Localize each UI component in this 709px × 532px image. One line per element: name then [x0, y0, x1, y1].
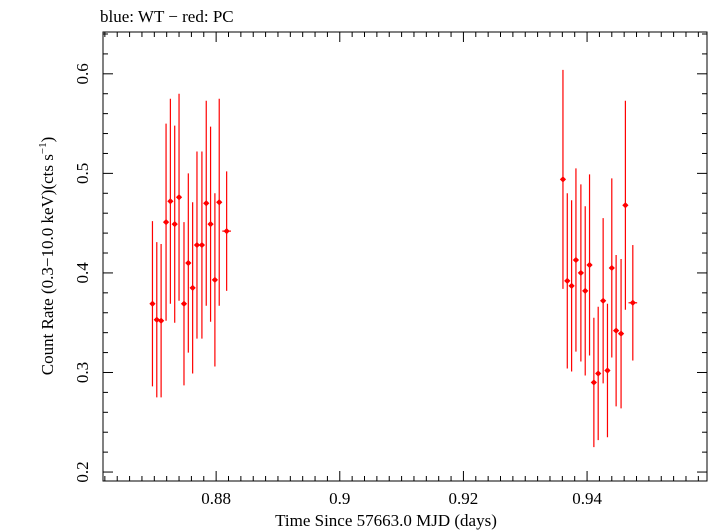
- data-point: [582, 206, 589, 376]
- data-point: [600, 218, 607, 384]
- point-marker: [604, 367, 611, 374]
- data-point: [622, 100, 629, 310]
- data-point: [211, 193, 219, 367]
- y-tick-label: 0.5: [73, 163, 92, 184]
- data-point: [158, 244, 165, 398]
- point-marker: [577, 269, 584, 277]
- point-marker: [622, 202, 629, 209]
- point-marker: [216, 199, 223, 206]
- data-point: [564, 193, 571, 369]
- point-marker: [149, 300, 156, 307]
- data-point: [595, 306, 602, 441]
- point-marker: [162, 219, 170, 226]
- data-point: [613, 255, 620, 407]
- point-marker: [158, 317, 165, 324]
- point-marker: [211, 276, 219, 284]
- data-point: [167, 98, 174, 304]
- point-marker: [564, 277, 571, 285]
- point-marker: [175, 194, 183, 201]
- point-marker: [586, 261, 593, 269]
- point-marker: [617, 330, 625, 337]
- y-tick-label: 0.4: [73, 262, 92, 284]
- point-marker: [203, 200, 210, 207]
- x-tick-label: 0.88: [201, 489, 231, 508]
- y-axis-label-close: ): [38, 137, 57, 143]
- x-axis-tick-labels: 0.88 0.9 0.92 0.94: [201, 489, 602, 508]
- point-marker: [629, 299, 636, 306]
- data-point: [216, 98, 223, 306]
- chart-title: blue: WT − red: PC: [100, 7, 234, 26]
- point-marker: [180, 300, 188, 307]
- data-point: [162, 123, 170, 321]
- data-point: [153, 242, 160, 398]
- data-point: [590, 317, 597, 448]
- point-marker: [171, 221, 178, 228]
- point-marker: [223, 228, 230, 235]
- x-tick-label: 0.9: [329, 489, 350, 508]
- data-point: [222, 171, 231, 291]
- point-marker: [590, 379, 597, 386]
- y-axis-ticks: [103, 33, 707, 473]
- point-marker: [198, 241, 206, 249]
- data-point: [586, 174, 593, 356]
- point-marker: [568, 282, 575, 289]
- data-point: [203, 100, 210, 306]
- x-tick-label: 0.92: [449, 489, 479, 508]
- point-marker: [207, 221, 214, 228]
- data-point: [577, 184, 584, 362]
- data-point: [628, 245, 638, 361]
- point-marker: [613, 327, 620, 334]
- data-point: [568, 200, 575, 372]
- data-point: [185, 173, 192, 353]
- data-point: [180, 222, 188, 386]
- point-marker: [559, 176, 567, 183]
- point-marker: [189, 284, 196, 291]
- x-axis-ticks: [104, 32, 699, 481]
- data-points: [149, 69, 638, 448]
- y-axis-label: Count Rate (0.3−10.0 keV)(cts s−1): [37, 137, 57, 376]
- point-marker: [167, 198, 174, 205]
- y-tick-label: 0.6: [73, 63, 92, 84]
- point-marker: [582, 287, 589, 294]
- data-point: [207, 126, 214, 322]
- data-point: [171, 125, 178, 323]
- y-tick-label: 0.3: [73, 362, 92, 383]
- y-axis-label-main: Count Rate (0.3−10.0 keV)(cts s: [38, 154, 57, 375]
- data-point: [175, 93, 183, 301]
- y-axis-label-superscript: −1: [37, 142, 49, 154]
- x-tick-label: 0.94: [572, 489, 602, 508]
- point-marker: [572, 256, 580, 264]
- data-point: [189, 202, 196, 374]
- point-marker: [185, 259, 192, 267]
- x-axis-label: Time Since 57663.0 MJD (days): [275, 511, 497, 530]
- data-point: [604, 303, 611, 438]
- data-point: [198, 151, 206, 339]
- point-marker: [608, 264, 615, 272]
- data-point: [559, 69, 567, 289]
- y-axis-tick-labels: 0.2 0.3 0.4 0.5 0.6: [73, 63, 92, 482]
- point-marker: [600, 297, 607, 304]
- y-tick-label: 0.2: [73, 461, 92, 482]
- data-point: [149, 221, 156, 387]
- point-marker: [595, 370, 602, 377]
- plot-frame: [102, 31, 708, 482]
- data-point: [572, 168, 580, 352]
- point-marker: [153, 316, 160, 323]
- data-point: [617, 258, 625, 409]
